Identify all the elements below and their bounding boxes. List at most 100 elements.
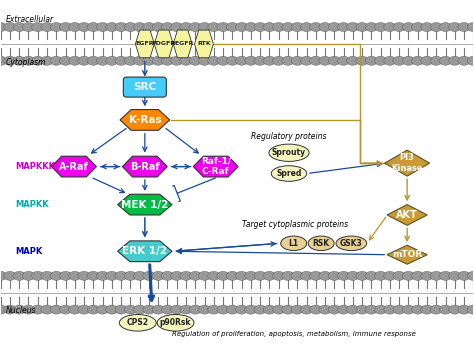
Circle shape (171, 56, 183, 65)
Ellipse shape (157, 314, 194, 331)
Circle shape (310, 271, 322, 280)
Circle shape (365, 271, 377, 280)
Circle shape (143, 271, 155, 280)
Circle shape (356, 23, 368, 32)
Circle shape (236, 271, 248, 280)
Ellipse shape (119, 314, 156, 331)
Circle shape (78, 23, 90, 32)
Circle shape (41, 271, 53, 280)
Circle shape (346, 23, 359, 32)
Circle shape (152, 305, 164, 314)
Circle shape (4, 56, 16, 65)
Polygon shape (194, 30, 213, 58)
Circle shape (143, 305, 155, 314)
Circle shape (384, 271, 396, 280)
Circle shape (439, 56, 452, 65)
Circle shape (69, 23, 81, 32)
Text: VEGFR: VEGFR (171, 41, 194, 46)
Circle shape (245, 271, 257, 280)
Circle shape (402, 305, 415, 314)
Circle shape (32, 271, 44, 280)
FancyBboxPatch shape (123, 77, 166, 97)
Circle shape (411, 271, 424, 280)
Circle shape (59, 56, 72, 65)
Circle shape (106, 56, 118, 65)
Circle shape (282, 271, 294, 280)
Polygon shape (118, 194, 172, 215)
Polygon shape (173, 30, 192, 58)
Circle shape (0, 23, 7, 32)
Circle shape (301, 271, 313, 280)
Circle shape (291, 23, 303, 32)
Circle shape (245, 23, 257, 32)
Circle shape (171, 305, 183, 314)
Circle shape (189, 271, 201, 280)
Circle shape (171, 271, 183, 280)
Circle shape (282, 23, 294, 32)
Circle shape (22, 23, 35, 32)
Circle shape (115, 56, 128, 65)
Circle shape (180, 23, 192, 32)
Circle shape (124, 23, 137, 32)
Polygon shape (387, 245, 427, 264)
Circle shape (282, 305, 294, 314)
Text: L1: L1 (289, 239, 299, 248)
Circle shape (356, 305, 368, 314)
Circle shape (69, 271, 81, 280)
Circle shape (13, 56, 26, 65)
Circle shape (263, 56, 275, 65)
Circle shape (263, 23, 275, 32)
Circle shape (374, 305, 387, 314)
Circle shape (161, 23, 173, 32)
Circle shape (393, 56, 405, 65)
Circle shape (124, 305, 137, 314)
Text: MAPK: MAPK (15, 247, 42, 256)
Circle shape (393, 305, 405, 314)
Circle shape (50, 56, 63, 65)
Circle shape (291, 305, 303, 314)
Circle shape (263, 271, 275, 280)
Circle shape (171, 23, 183, 32)
Circle shape (87, 271, 100, 280)
Circle shape (217, 271, 229, 280)
Circle shape (199, 271, 211, 280)
Circle shape (32, 23, 44, 32)
Ellipse shape (281, 236, 307, 251)
Circle shape (291, 271, 303, 280)
Circle shape (208, 56, 220, 65)
Circle shape (189, 23, 201, 32)
Circle shape (161, 305, 173, 314)
Circle shape (143, 56, 155, 65)
Circle shape (411, 56, 424, 65)
Circle shape (448, 305, 461, 314)
Text: SRC: SRC (133, 82, 156, 92)
Circle shape (236, 56, 248, 65)
Circle shape (106, 271, 118, 280)
Circle shape (458, 305, 470, 314)
Text: MEK 1/2: MEK 1/2 (121, 200, 169, 210)
Circle shape (254, 56, 266, 65)
Circle shape (78, 305, 90, 314)
Text: AKT: AKT (396, 210, 418, 220)
Circle shape (161, 271, 173, 280)
Circle shape (97, 305, 109, 314)
Circle shape (411, 305, 424, 314)
Circle shape (124, 271, 137, 280)
Circle shape (319, 56, 331, 65)
Circle shape (226, 23, 238, 32)
Circle shape (22, 305, 35, 314)
Circle shape (273, 23, 285, 32)
Circle shape (199, 23, 211, 32)
Circle shape (254, 305, 266, 314)
Circle shape (59, 271, 72, 280)
Circle shape (263, 305, 275, 314)
Circle shape (421, 271, 433, 280)
Circle shape (384, 23, 396, 32)
Circle shape (282, 56, 294, 65)
Polygon shape (385, 150, 429, 176)
Circle shape (356, 56, 368, 65)
Circle shape (152, 23, 164, 32)
Circle shape (337, 56, 350, 65)
Circle shape (365, 305, 377, 314)
Polygon shape (387, 205, 427, 225)
